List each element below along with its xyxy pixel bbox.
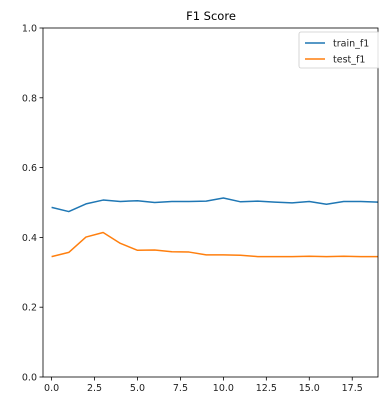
series-layer (51, 197, 378, 258)
x-tick-label: 2.5 (87, 383, 102, 394)
y-tick-label: 0.8 (22, 93, 37, 104)
y-tick-label: 0.0 (22, 373, 37, 384)
ticks-layer: 0.0 2.5 5.0 7.5 10.0 12.5 15.0 17.5 0.0 0.2 0.4 0.6… (22, 24, 363, 395)
series-line-train_f1 (51, 197, 378, 213)
series-line-test_f1 (51, 231, 378, 258)
x-tick-label: 7.5 (173, 383, 188, 394)
x-tick-label: 15.0 (299, 383, 320, 394)
legend-label-test_f1: test_f1 (333, 55, 365, 66)
y-tick-label: 0.2 (22, 303, 37, 314)
y-tick-label: 1.0 (22, 24, 37, 35)
x-tick-label: 5.0 (130, 383, 145, 394)
x-tick-label: 0.0 (44, 383, 59, 394)
x-tick-label: 12.5 (256, 383, 277, 394)
legend-label-train_f1: train_f1 (333, 39, 369, 50)
chart-title: F1 Score (186, 9, 236, 23)
y-tick-label: 0.6 (22, 163, 37, 174)
x-tick-label: 17.5 (342, 383, 363, 394)
y-tick-label: 0.4 (22, 233, 37, 244)
plot-frame (42, 27, 379, 378)
x-tick-label: 10.0 (213, 383, 234, 394)
legend: train_f1 test_f1 (298, 31, 379, 69)
